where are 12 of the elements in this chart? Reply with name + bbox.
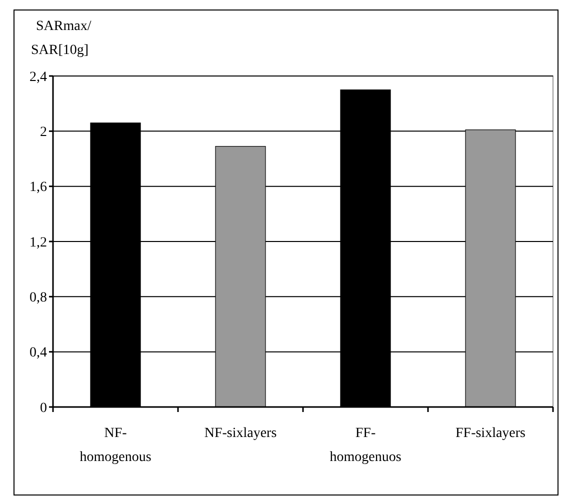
x-tick-label: FF-homogenuos <box>330 426 402 465</box>
y-tick-label: 0 <box>40 400 47 416</box>
y-tick-label: 1,2 <box>30 235 47 250</box>
y-tick-label: 2,4 <box>30 70 47 85</box>
y-tick-label: 2 <box>40 125 47 140</box>
x-tick-label: NF-homogenous <box>80 426 152 465</box>
y-tick-label: 1,6 <box>30 180 47 196</box>
y-tick-label: 0,4 <box>30 346 47 361</box>
y-tick-label: 0,8 <box>30 290 47 306</box>
x-tick-label: NF-sixlayers <box>204 426 277 441</box>
x-tick-label: FF-sixlayers <box>456 426 526 441</box>
y-axis-title: SARmax/SAR[10g] <box>31 19 92 58</box>
